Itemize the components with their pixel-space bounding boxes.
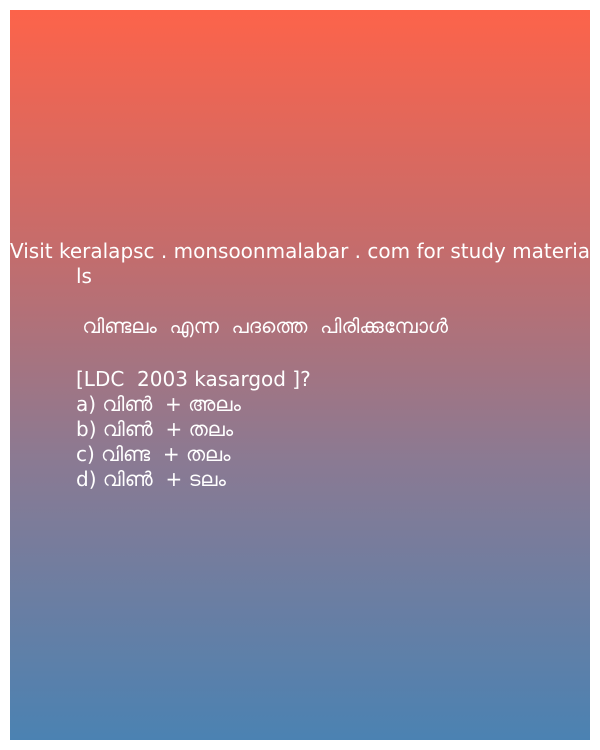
promo-text: Visit keralapsc . monsoonmalabar . com f… [10,239,590,289]
quiz-card: Visit keralapsc . monsoonmalabar . com f… [10,10,590,740]
option-d: d) വിൺ + ടലം [76,467,226,491]
option-a: a) വിൺ + അലം [76,392,241,416]
answer-options: a) വിൺ + അലം b) വിൺ + തലം c) വിണ്ട + തലം… [76,392,241,492]
promo-line-2: ls [76,264,92,288]
question-text: വിണ്ടലം എന്ന പദത്തെ പിരിക്കുമ്പോൾ [76,314,448,338]
option-b: b) വിൺ + തലം [76,417,234,441]
promo-line-1: Visit keralapsc . monsoonmalabar . com f… [10,239,591,263]
option-c: c) വിണ്ട + തലം [76,442,231,466]
exam-reference: [LDC 2003 kasargod ]? [76,367,311,391]
